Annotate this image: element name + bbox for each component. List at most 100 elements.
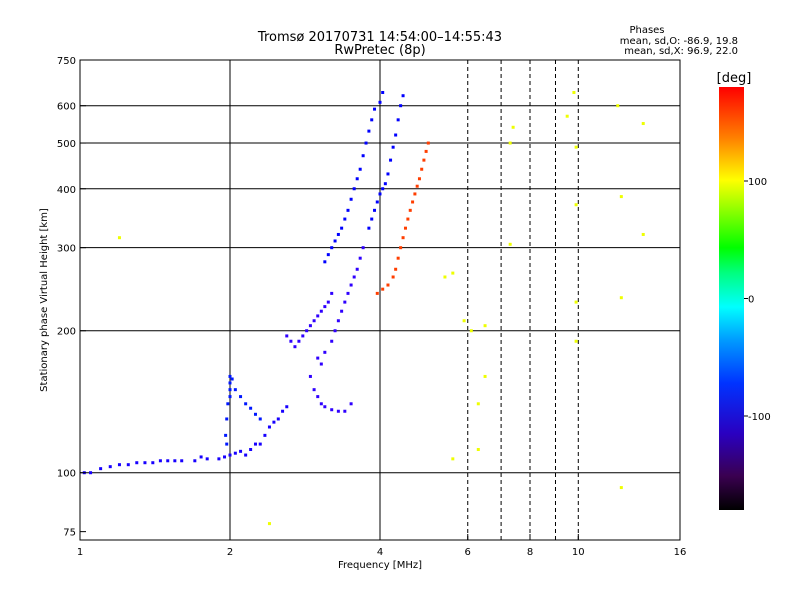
colorbar [719,87,744,510]
y-tick-label: 400 [57,185,76,196]
data-point [352,275,356,279]
data-point [420,167,424,171]
data-point [228,395,232,399]
data-point [199,455,203,459]
data-point [386,172,390,176]
data-point [483,374,487,378]
data-point [233,451,237,455]
data-point [415,184,419,188]
data-point [358,256,362,260]
data-point [641,122,645,126]
data-point [394,133,398,137]
data-point [89,471,93,475]
data-point [451,457,455,461]
x-axis-ticks: 1 2 4 6 8 10 16 [77,534,686,558]
data-point [358,167,362,171]
data-point [205,457,209,461]
data-point [308,324,312,328]
data-point [276,417,280,421]
data-point [225,417,229,421]
data-point [239,449,243,453]
data-point [378,192,382,196]
data-point [336,409,340,413]
data-point [230,377,234,381]
data-point [319,402,323,406]
data-point [343,217,347,221]
data-point [301,334,305,338]
data-point [180,459,184,463]
data-point [305,329,309,333]
data-point [166,459,170,463]
data-point [330,408,334,412]
data-point [383,182,387,186]
data-point [323,350,327,354]
data-point [333,329,337,333]
data-point [349,283,353,287]
data-point [99,467,103,471]
data-point [135,461,139,465]
data-point [401,94,405,98]
data-point [244,402,248,406]
data-point [285,334,289,338]
data-point [406,217,410,221]
data-point [323,260,327,264]
echo-points [82,90,645,526]
data-point [326,253,330,257]
colorbar-tick-label: -100 [748,412,771,423]
data-point [336,232,340,236]
data-point [293,345,297,349]
x-tick-label: 2 [227,547,233,558]
data-point [117,463,121,467]
data-point [297,339,301,343]
data-point [370,217,374,221]
data-point [319,362,323,366]
colorbar-ticks: 100 0 -100 [744,177,771,423]
data-point [619,486,623,490]
chart-title: Tromsø 20170731 14:54:00–14:55:43 [257,30,502,45]
data-point [228,453,232,457]
data-point [367,226,371,230]
y-tick-label: 300 [57,244,76,255]
data-point [330,246,334,250]
data-point [396,118,400,122]
data-point [355,267,359,271]
data-point [349,402,353,406]
data-point [574,145,578,149]
data-point [565,114,569,118]
colorbar-tick-label: 100 [748,177,767,188]
data-point [272,420,276,424]
data-point [126,463,130,467]
plot-grid [80,60,680,540]
data-point [408,208,412,212]
data-point [117,236,121,240]
data-point [224,433,228,437]
x-tick-label: 1 [77,547,83,558]
data-point [258,442,262,446]
data-point [253,442,257,446]
data-point [316,314,320,318]
data-point [253,412,257,416]
data-point [399,104,403,108]
y-tick-label: 75 [63,528,76,539]
phases-heading: Phases [629,25,664,36]
data-point [239,395,243,399]
data-point [330,339,334,343]
data-point [312,388,316,392]
x-tick-label: 8 [527,547,533,558]
data-point [361,154,365,158]
data-point [508,141,512,145]
data-point [349,197,353,201]
data-point [326,300,330,304]
x-tick-label: 10 [572,547,585,558]
data-point [375,291,379,295]
data-point [352,187,356,191]
data-point [340,226,344,230]
data-point [381,287,385,291]
data-point [223,455,227,459]
data-point [258,417,262,421]
data-point [451,271,455,275]
data-point [413,192,417,196]
data-point [394,267,398,271]
data-point [319,309,323,313]
